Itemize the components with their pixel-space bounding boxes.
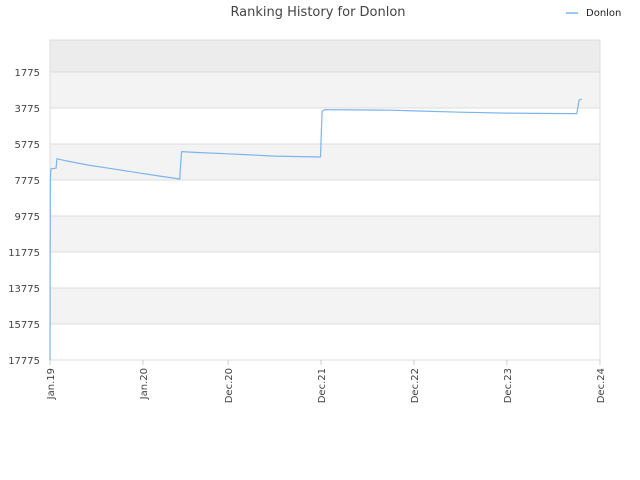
plot-background-bands bbox=[50, 40, 600, 324]
plot-band bbox=[50, 287, 600, 324]
legend-label-donlon: Donlon bbox=[586, 8, 621, 19]
x-tick-label: Dec.21 bbox=[317, 368, 328, 403]
x-tick-label: Dec.22 bbox=[410, 368, 421, 403]
chart-title: Ranking History for Donlon bbox=[230, 5, 405, 20]
y-tick-label: 11775 bbox=[8, 248, 40, 259]
plot-band bbox=[50, 40, 600, 72]
x-tick-label: Jan.20 bbox=[139, 368, 150, 400]
legend: Donlon bbox=[566, 8, 621, 19]
x-tick-label: Dec.20 bbox=[224, 368, 235, 403]
y-axis-ticks: 1775 3775 5775 7775 9775 11775 13775 15775 17775 bbox=[8, 68, 40, 367]
y-tick-label: 13775 bbox=[8, 284, 40, 295]
y-tick-label: 5775 bbox=[15, 140, 40, 151]
x-axis-ticks: Jan.19 Jan.20 Dec.20 Dec.21 Dec.22 Dec.23 Dec.… bbox=[46, 360, 607, 403]
plot-band bbox=[50, 143, 600, 180]
plot-band bbox=[50, 71, 600, 108]
y-tick-label: 1775 bbox=[15, 68, 40, 79]
x-tick-label: Jan.19 bbox=[46, 368, 57, 400]
y-tick-label: 17775 bbox=[8, 356, 40, 367]
y-tick-label: 7775 bbox=[15, 176, 40, 187]
x-tick-label: Dec.23 bbox=[503, 368, 514, 403]
y-tick-label: 15775 bbox=[8, 320, 40, 331]
y-tick-label: 9775 bbox=[15, 212, 40, 223]
x-tick-label: Dec.24 bbox=[596, 368, 607, 403]
series-line-donlon bbox=[49, 98, 582, 361]
y-tick-label: 3775 bbox=[15, 104, 40, 115]
plot-band bbox=[50, 215, 600, 252]
series-layer bbox=[49, 98, 582, 361]
